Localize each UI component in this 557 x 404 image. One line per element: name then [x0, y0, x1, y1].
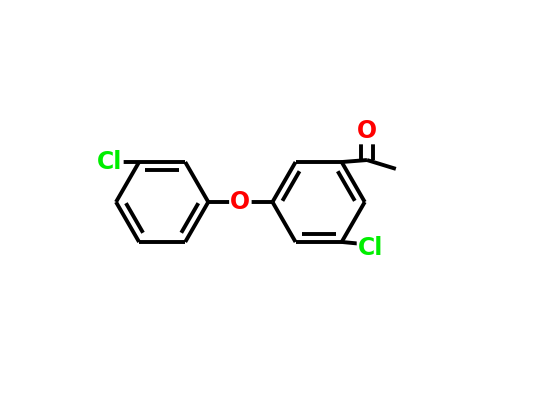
Text: O: O: [357, 119, 377, 143]
Text: O: O: [231, 190, 251, 214]
Text: Cl: Cl: [358, 236, 383, 261]
Text: Cl: Cl: [97, 150, 123, 174]
